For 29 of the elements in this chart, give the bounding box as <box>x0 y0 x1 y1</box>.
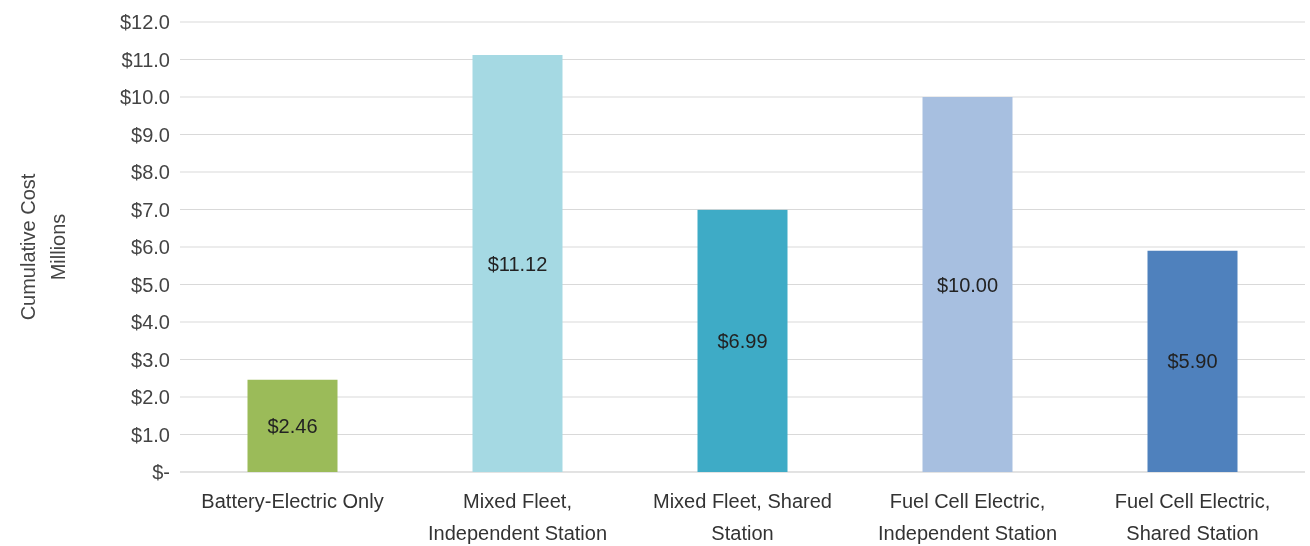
y-tick-label: $10.0 <box>119 86 170 108</box>
y-tick-label: $5.0 <box>131 273 170 296</box>
data-label: $10.00 <box>936 273 999 296</box>
data-label: $6.99 <box>717 329 768 352</box>
y-tick-label: $7.0 <box>131 198 170 221</box>
x-tick-label: Mixed Fleet, Independent Station <box>427 490 608 544</box>
data-label: $11.12 <box>487 252 548 275</box>
y-tick-label: $- <box>152 461 170 483</box>
y-tick-label: $6.0 <box>131 236 170 258</box>
y-axis-title: Cumulative Cost Millions <box>17 173 69 321</box>
y-tick-label: $4.0 <box>131 311 170 333</box>
y-tick-label: $3.0 <box>131 348 170 371</box>
bar <box>247 379 338 472</box>
bar <box>472 55 563 472</box>
y-tick-label: $8.0 <box>131 161 170 183</box>
bar <box>697 209 788 472</box>
bar <box>922 97 1013 472</box>
x-tick-label: Mixed Fleet, Shared Station <box>653 490 832 544</box>
y-tick-label: $2.0 <box>131 386 170 408</box>
y-tick-label: $1.0 <box>131 423 170 446</box>
bar <box>1147 250 1238 472</box>
x-tick-label: Fuel Cell Electric, Shared Station <box>1114 490 1271 544</box>
data-label: $5.90 <box>1167 350 1218 373</box>
y-tick-label: $12.0 <box>119 11 170 33</box>
y-tick-label: $9.0 <box>131 123 170 146</box>
y-tick-label: $11.0 <box>121 48 170 71</box>
x-tick-label: Battery-Electric Only <box>201 490 384 512</box>
x-tick-label: Fuel Cell Electric, Independent Station <box>877 490 1058 544</box>
data-label: $2.46 <box>267 414 318 437</box>
